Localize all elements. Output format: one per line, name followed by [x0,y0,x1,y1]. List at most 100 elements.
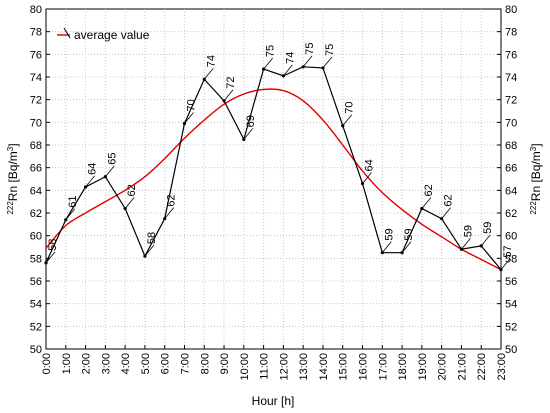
label-leader [500,258,511,270]
x-tick-label: 11:00 [259,353,271,380]
y-tick-label-right: 70 [505,117,517,129]
label-leader [223,89,234,102]
y-tick-label-left: 78 [30,27,42,39]
data-label: 75 [265,45,277,57]
label-leader [461,238,471,250]
legend-label: average value [74,28,150,42]
label-leader [85,175,95,188]
y-tick-label-right: 52 [505,321,517,333]
x-tick-label: 1:00 [61,353,73,374]
y-ticks-left: 50 52 54 56 58 60 62 64 66 68 70 72 74 76 78 80 [30,4,50,356]
grid [46,9,501,349]
y-tick-label-left: 54 [30,299,42,311]
x-tick-label: 5:00 [140,353,152,374]
y-tick-label-right: 76 [505,49,517,61]
y-axis-title-right: 222Rn [Bq/m3] [529,143,543,214]
y-axis-right-main: Rn [Bq/m [529,151,543,201]
y-tick-label-right: 80 [505,4,517,16]
data-labels: 58 61 64 65 62 58 62 70 74 72 69 75 74 75 75 70 64 59 59 62… [45,43,514,270]
label-leader [401,241,412,253]
y-tick-label-right: 58 [505,253,517,265]
hourly-radon-line [45,66,502,271]
label-leader [421,197,432,209]
x-tick-label: 7:00 [179,353,191,374]
average-value-line [45,88,502,271]
label-leader [243,128,254,140]
y-axis-right-end: ] [529,143,543,146]
y-tick-label-right: 78 [505,27,517,39]
x-tick-label: 21:00 [456,353,468,381]
data-label: 72 [225,77,237,89]
label-leader [441,207,451,219]
data-label: 64 [87,163,99,175]
y-tick-label-left: 74 [30,72,42,84]
y-tick-label-right: 54 [505,299,517,311]
y-tick-label-right: 56 [505,276,517,288]
label-leader [65,208,76,221]
y-tick-label-right: 68 [505,140,517,152]
y-axis-left-sup: 222 [6,201,15,215]
data-label: 59 [482,222,494,234]
y-tick-label-right: 72 [505,95,517,107]
data-label: 74 [284,52,296,64]
x-tick-label: 12:00 [278,353,290,381]
y-ticks-right: 50 52 54 56 58 60 62 64 66 68 70 72 74 76 78 80 [497,4,517,356]
data-label: 59 [403,228,415,240]
label-leader [184,112,194,124]
x-tick-label: 0:00 [41,353,53,374]
label-leader [302,55,313,68]
data-label: 59 [383,228,395,240]
data-label: 70 [344,101,356,113]
x-axis-title: Hour [h] [252,394,295,408]
data-label: 62 [443,194,455,206]
data-label: 74 [205,55,217,67]
label-leader [342,114,353,126]
y-tick-label-left: 80 [30,4,42,16]
x-tick-label: 4:00 [120,353,132,374]
legend: average value [57,27,150,42]
x-tick-label: 8:00 [199,353,211,374]
label-leader [124,197,135,209]
y-tick-label-left: 66 [30,163,42,175]
label-leader [381,241,392,253]
data-label: 69 [245,115,257,127]
label-leader [480,234,491,247]
data-label: 58 [47,239,59,251]
y-tick-label-left: 76 [30,49,42,61]
label-leader [105,165,115,177]
data-label: 75 [324,44,336,56]
data-label: 57 [502,245,514,257]
y-tick-label-right: 66 [505,163,517,175]
y-tick-label-right: 62 [505,208,517,220]
x-tick-label: 14:00 [318,353,330,381]
x-tick-label: 22:00 [476,353,488,381]
y-tick-label-left: 72 [30,95,42,107]
y-axis-left-main: Rn [Bq/m [6,151,20,201]
label-leader [144,244,155,257]
y-tick-label-left: 50 [30,344,42,356]
data-label: 75 [304,43,316,55]
x-tick-label: 20:00 [437,353,449,381]
x-tick-label: 10:00 [239,353,251,381]
y-tick-label-left: 62 [30,208,42,220]
data-label: 70 [185,99,197,111]
y-axis-left-end: ] [6,143,20,146]
y-tick-label-right: 60 [505,231,517,243]
y-axis-right-sup2: 3 [529,146,538,151]
x-tick-label: 17:00 [377,353,389,381]
y-tick-label-left: 70 [30,117,42,129]
data-label: 61 [67,196,79,208]
x-tick-label: 19:00 [417,353,429,381]
data-label: 58 [146,232,158,244]
label-leader [45,251,56,264]
plot-area [45,8,502,350]
y-axis-title-left: 222Rn [Bq/m3] [6,143,20,214]
data-label: 62 [423,184,435,196]
data-label: 62 [166,194,178,206]
x-tick-label: 15:00 [338,353,350,381]
label-leader [203,68,214,80]
y-tick-label-left: 58 [30,253,42,265]
y-tick-label-left: 64 [30,185,42,197]
legend-marker-icon [63,27,71,39]
